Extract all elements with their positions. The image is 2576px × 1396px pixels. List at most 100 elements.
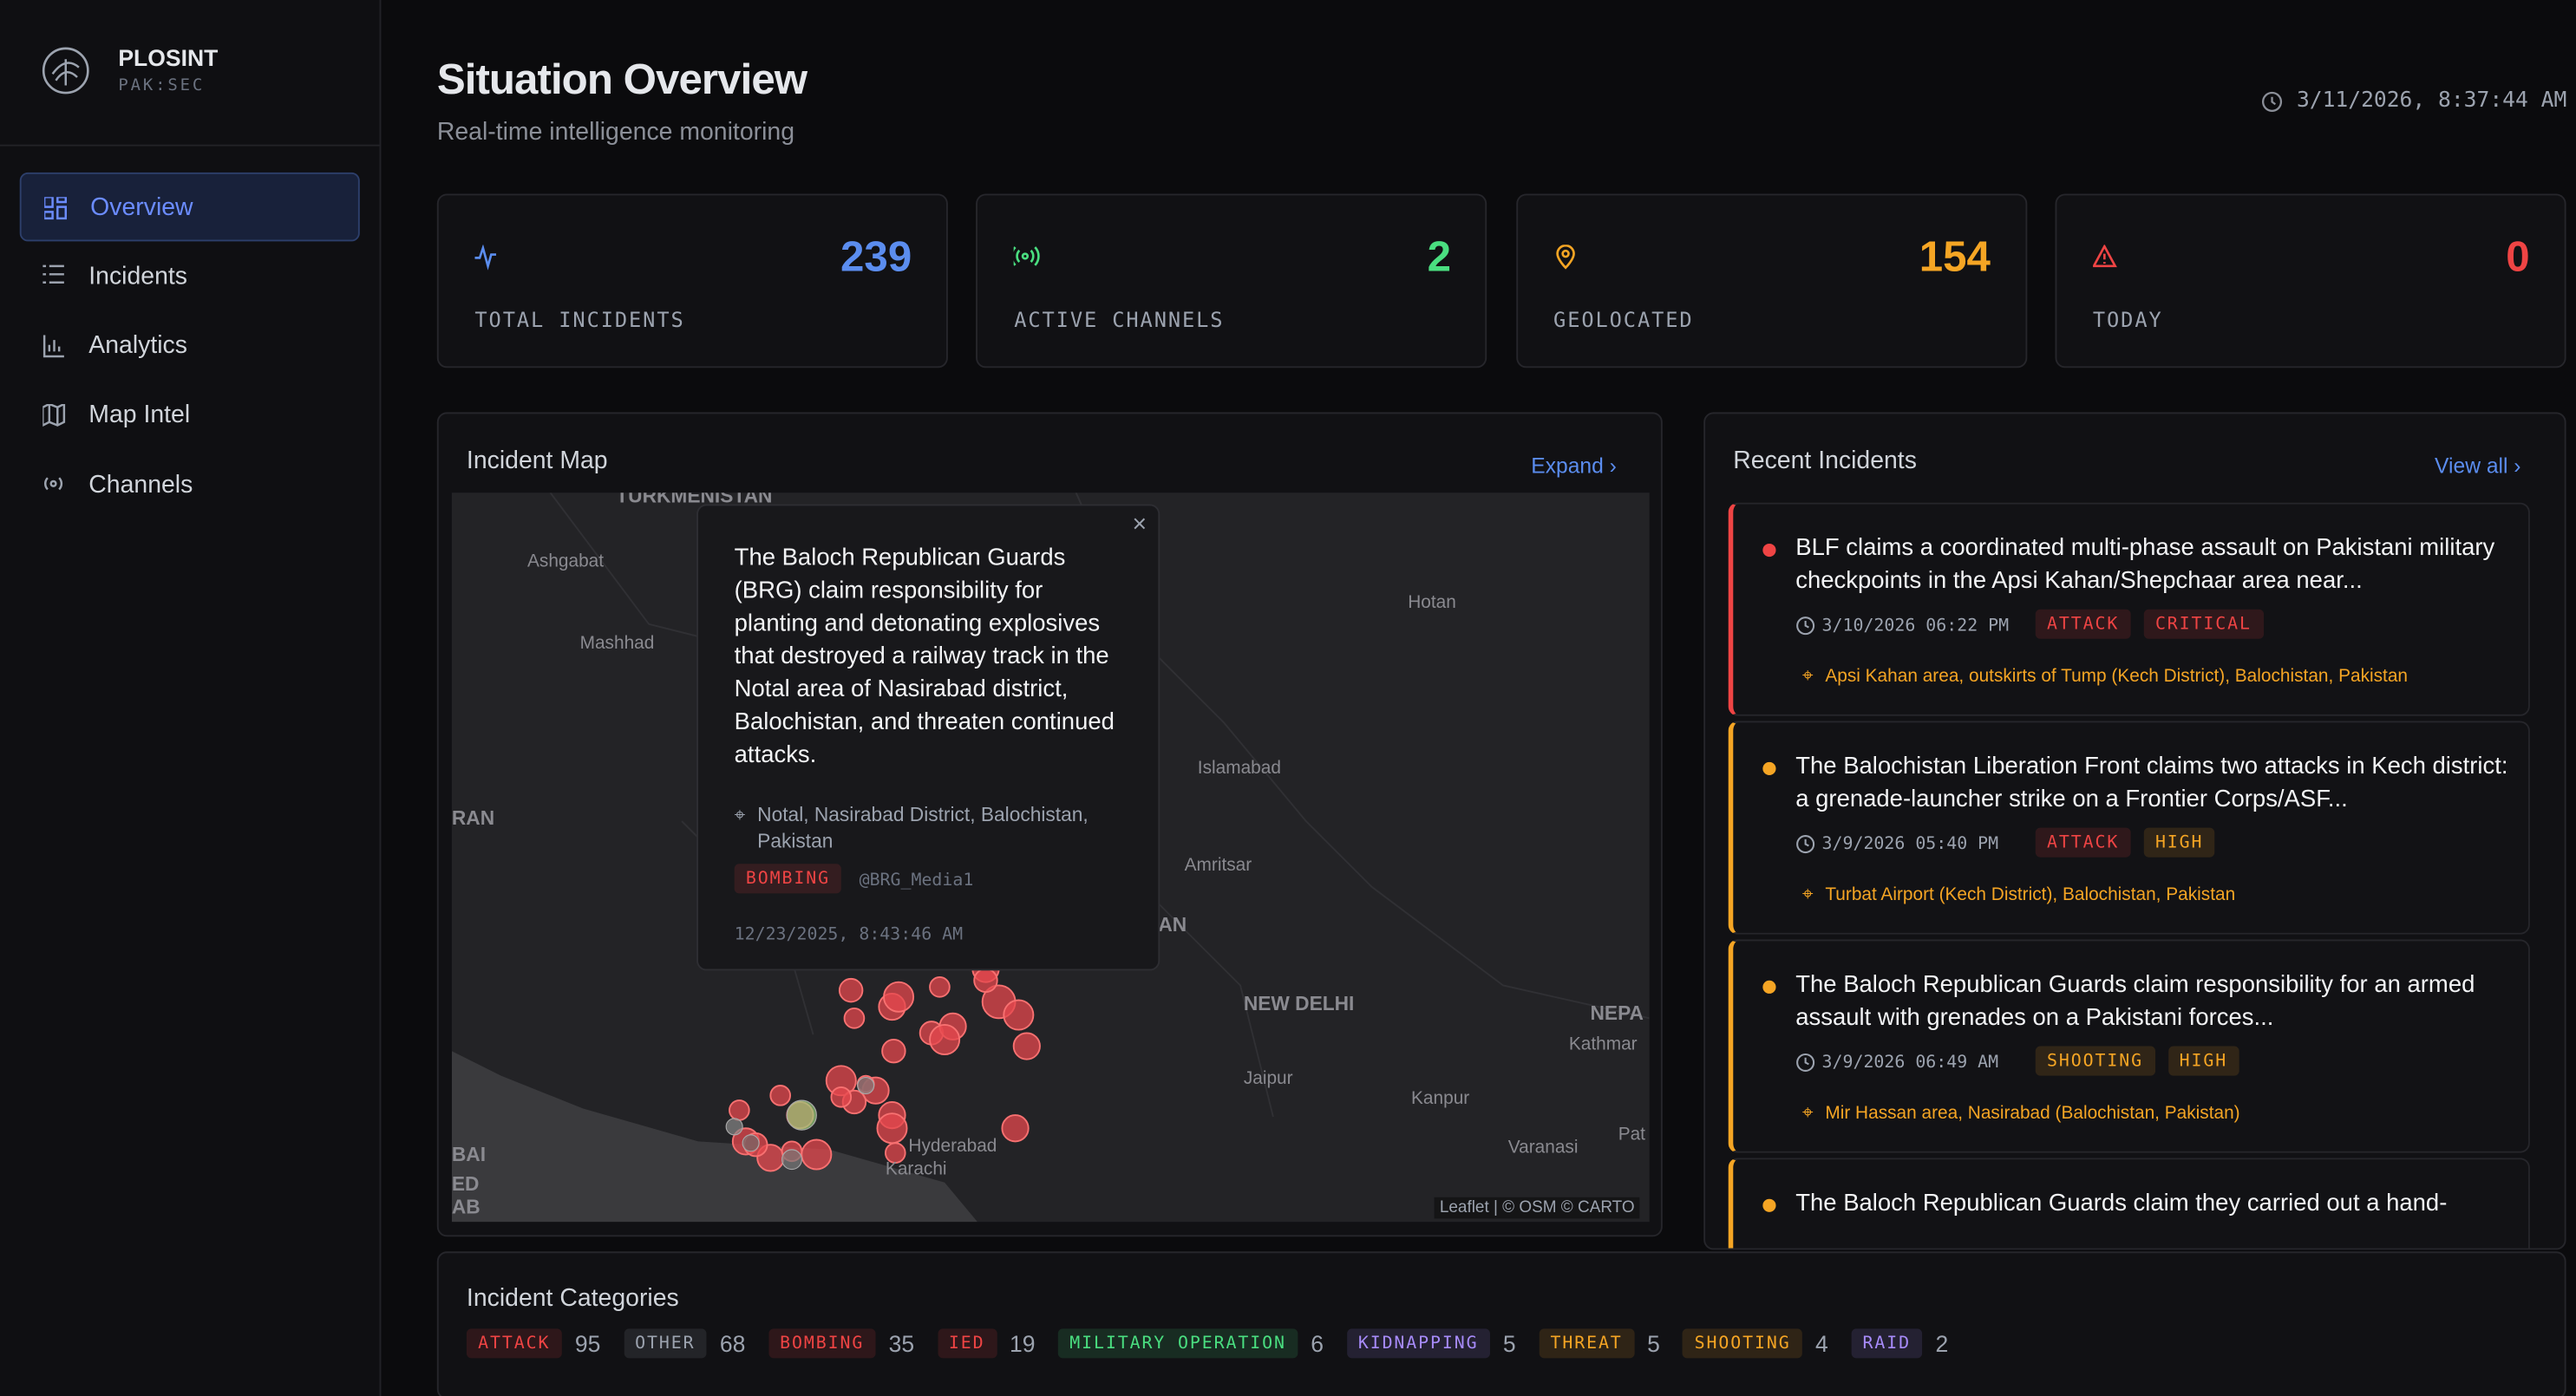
nav-label: Channels [88,471,193,499]
category-count: 19 [1010,1330,1036,1356]
nav-label: Incidents [88,263,187,290]
map-label: AB [452,1196,481,1219]
incident-title: The Baloch Republican Guards claim they … [1795,1187,2518,1220]
popup-source: @BRG_Media1 [860,871,974,890]
map-label: Hotan [1408,593,1456,613]
popup-location: ⌖Notal, Nasirabad District, Balochistan,… [735,801,1129,854]
expand-link[interactable]: Expand › [1531,453,1617,478]
map-label: Karachi [886,1159,947,1179]
incident-location: Turbat Airport (Kech District), Balochis… [1825,885,2235,905]
nav-item[interactable]: Overview [20,173,360,242]
stat-icon-path [1557,245,1573,268]
incident-time: 3/9/2026 05:40 PM [1822,834,1999,854]
category-tag: OTHER [624,1328,707,1358]
nav-item[interactable]: Incidents [20,242,360,311]
incident-dot[interactable] [930,1025,959,1054]
popup-text: The Baloch Republican Guards (BRG) claim… [735,542,1122,772]
severity-dot [1762,544,1775,557]
nav-item[interactable]: Analytics [20,311,360,381]
incident-dot[interactable] [782,1150,802,1170]
popup-time: 12/23/2025, 8:43:46 AM [735,924,963,944]
recent-title: Recent Incidents [1733,447,1917,474]
incident-dot[interactable] [845,1008,865,1028]
stat-label: TOTAL INCIDENTS [474,307,684,331]
logo [41,46,90,95]
incident-dot[interactable] [787,1100,816,1130]
pin: ⌖ [1802,1100,1814,1125]
stat-value: 154 [1919,232,1991,283]
category-count: 4 [1815,1330,1828,1356]
clock-icon [1795,616,1815,636]
incident-item[interactable]: The Baloch Republican Guards claim respo… [1729,939,2530,1152]
recent-card: Recent Incidents View all › BLF claims a… [1703,412,2566,1249]
incident-time: 3/9/2026 06:49 AM [1822,1053,1999,1073]
incident-dot[interactable] [882,1040,906,1063]
popup-tag: BOMBING [735,864,842,893]
category-count: 95 [575,1330,601,1356]
stat-value: 0 [2506,232,2529,283]
stat-value: 2 [1428,232,1451,283]
map-card: Incident Map Expand › TURKMENISTANAshgab… [437,412,1663,1236]
nav-item[interactable]: Map Intel [20,381,360,450]
tag: HIGH [2144,828,2215,858]
map-label: Mashhad [580,634,655,654]
tag: ATTACK [2036,610,2131,639]
page-subtitle: Real-time intelligence monitoring [437,118,794,146]
incident-dot[interactable] [884,982,913,1012]
clock-path [1797,617,1814,634]
incident-item[interactable]: The Balochistan Liberation Front claims … [1729,721,2530,935]
incident-dot[interactable] [729,1100,749,1120]
popup-location-text: Notal, Nasirabad District, Balochistan, … [757,803,1089,852]
map-label: NEW DELHI [1244,992,1355,1015]
incident-tags: ATTACK HIGH [2036,828,2215,858]
map-label: Islamabad [1198,759,1281,779]
timestamp: 3/11/2026, 8:37:44 AM [2297,88,2566,113]
map-label: AN [1158,913,1187,936]
category-tag: RAID [1851,1328,1922,1358]
map-label: Amritsar [1185,856,1252,876]
incident-item[interactable]: BLF claims a coordinated multi-phase ass… [1729,503,2530,716]
incident-title: BLF claims a coordinated multi-phase ass… [1795,532,2518,598]
map-label: BAI [452,1143,486,1166]
incident-dot[interactable] [974,969,997,993]
incident-dot[interactable] [831,1087,851,1107]
incident-dot[interactable] [1002,1115,1028,1141]
stat-label: TODAY [2093,307,2163,331]
incident-item[interactable]: The Baloch Republican Guards claim they … [1729,1158,2530,1249]
incident-dot[interactable] [726,1119,742,1135]
incident-dot[interactable] [1004,1001,1033,1030]
nav-icon [42,265,67,290]
divider [0,145,380,147]
stat-icon [1553,245,1579,271]
view-all-link[interactable]: View all › [2435,453,2520,478]
stat-card: 154GEOLOCATED [1515,194,2026,369]
category-count: 68 [720,1330,746,1356]
clock-path [1797,836,1814,852]
nav-icon [44,197,69,221]
incident-dot[interactable] [801,1140,831,1170]
clock-icon [2260,90,2284,114]
nav-item[interactable]: Channels [20,450,360,519]
incident-dot[interactable] [840,979,863,1002]
incident-dot[interactable] [742,1135,759,1151]
incident-dot[interactable] [858,1078,874,1094]
category-count: 2 [1935,1330,1948,1356]
category-tag: ATTACK [467,1328,562,1358]
stat-icon [474,245,500,271]
nav-label: Analytics [88,332,187,360]
nav-icon [42,404,67,428]
incident-dot[interactable] [770,1086,790,1106]
popup: × The Baloch Republican Guards (BRG) cla… [696,504,1160,970]
incident-dot[interactable] [930,977,950,997]
category-count: 5 [1647,1330,1660,1356]
tag: ATTACK [2036,828,2131,858]
incident-dot[interactable] [1014,1033,1040,1059]
category-list: ATTACK95OTHER68BOMBING35IED19MILITARY OP… [467,1328,1958,1358]
attribution: Leaflet | © OSM © CARTO [1435,1197,1639,1219]
brand: PLOSINT [118,44,218,70]
popup-close[interactable]: × [1132,511,1147,538]
category-tag: KIDNAPPING [1347,1328,1490,1358]
tag: HIGH [2167,1047,2239,1076]
incident-dot[interactable] [877,1113,906,1143]
